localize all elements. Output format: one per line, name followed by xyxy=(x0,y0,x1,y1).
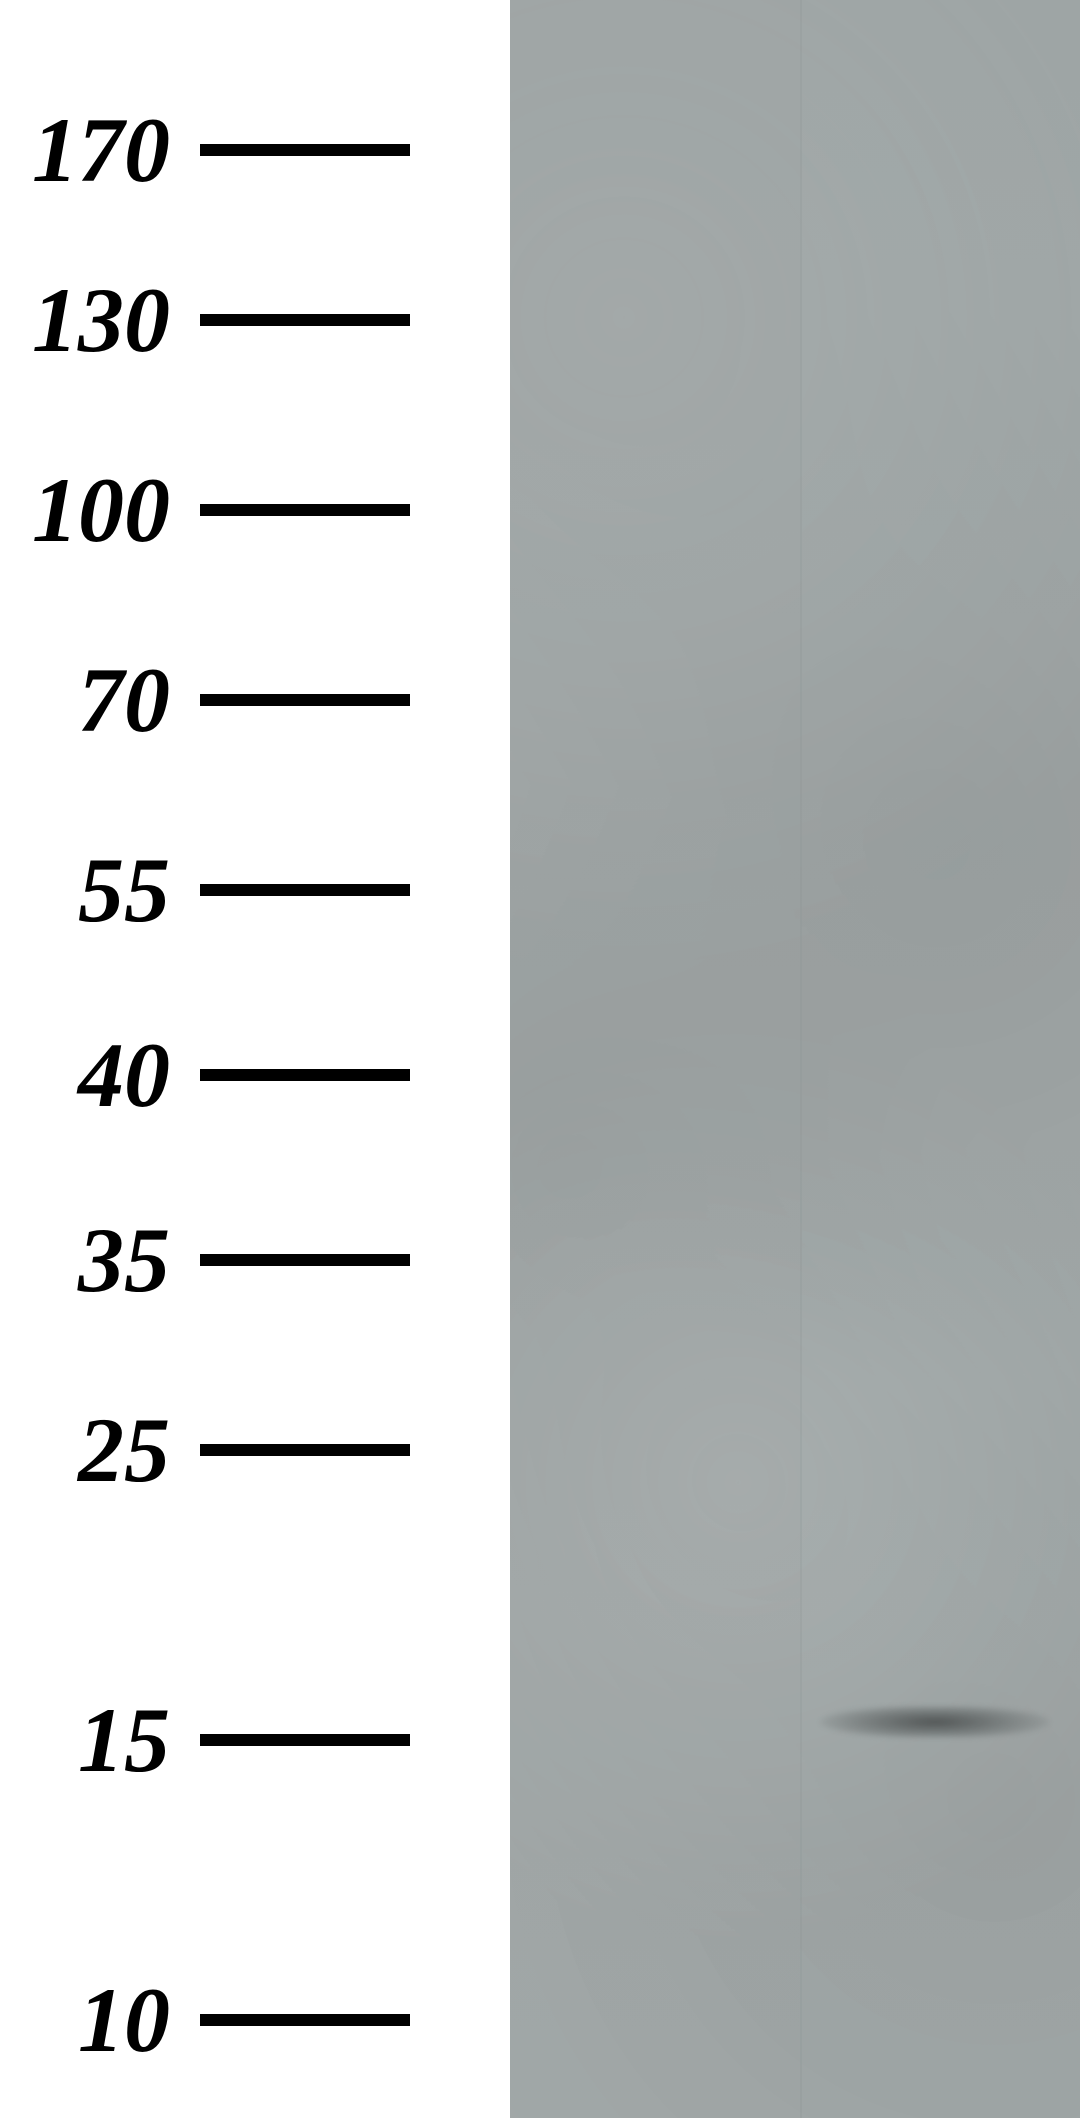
ladder-marker-label: 40 xyxy=(0,1022,200,1128)
ladder-marker: 100 xyxy=(0,480,410,540)
ladder-marker-label: 25 xyxy=(0,1397,200,1503)
ladder-marker-label: 35 xyxy=(0,1207,200,1313)
ladder-tick xyxy=(200,2014,410,2026)
ladder-tick xyxy=(200,144,410,156)
lane-divider xyxy=(800,0,802,2118)
ladder-marker: 55 xyxy=(0,860,410,920)
lane-overlay xyxy=(800,0,1080,2118)
molecular-weight-ladder: 170 130 100 70 55 40 35 25 15 10 xyxy=(0,0,510,2118)
ladder-marker: 170 xyxy=(0,120,410,180)
ladder-marker-label: 170 xyxy=(0,97,200,203)
ladder-tick xyxy=(200,504,410,516)
blot-lane xyxy=(800,0,1080,2118)
ladder-marker-label: 15 xyxy=(0,1687,200,1793)
protein-band xyxy=(820,1707,1050,1737)
ladder-marker: 10 xyxy=(0,1990,410,2050)
ladder-tick xyxy=(200,694,410,706)
ladder-marker: 15 xyxy=(0,1710,410,1770)
blot-membrane xyxy=(510,0,1080,2118)
ladder-marker: 25 xyxy=(0,1420,410,1480)
ladder-tick xyxy=(200,314,410,326)
ladder-marker-label: 100 xyxy=(0,457,200,563)
ladder-marker: 70 xyxy=(0,670,410,730)
western-blot-figure: 170 130 100 70 55 40 35 25 15 10 xyxy=(0,0,1080,2118)
ladder-marker-label: 55 xyxy=(0,837,200,943)
lane-overlay xyxy=(510,0,800,2118)
ladder-tick xyxy=(200,1444,410,1456)
ladder-marker: 35 xyxy=(0,1230,410,1290)
ladder-tick xyxy=(200,884,410,896)
ladder-marker-label: 10 xyxy=(0,1967,200,2073)
ladder-tick xyxy=(200,1254,410,1266)
ladder-tick xyxy=(200,1734,410,1746)
ladder-tick xyxy=(200,1069,410,1081)
ladder-marker-label: 70 xyxy=(0,647,200,753)
ladder-marker-label: 130 xyxy=(0,267,200,373)
ladder-marker: 40 xyxy=(0,1045,410,1105)
blot-lane xyxy=(510,0,800,2118)
ladder-marker: 130 xyxy=(0,290,410,350)
